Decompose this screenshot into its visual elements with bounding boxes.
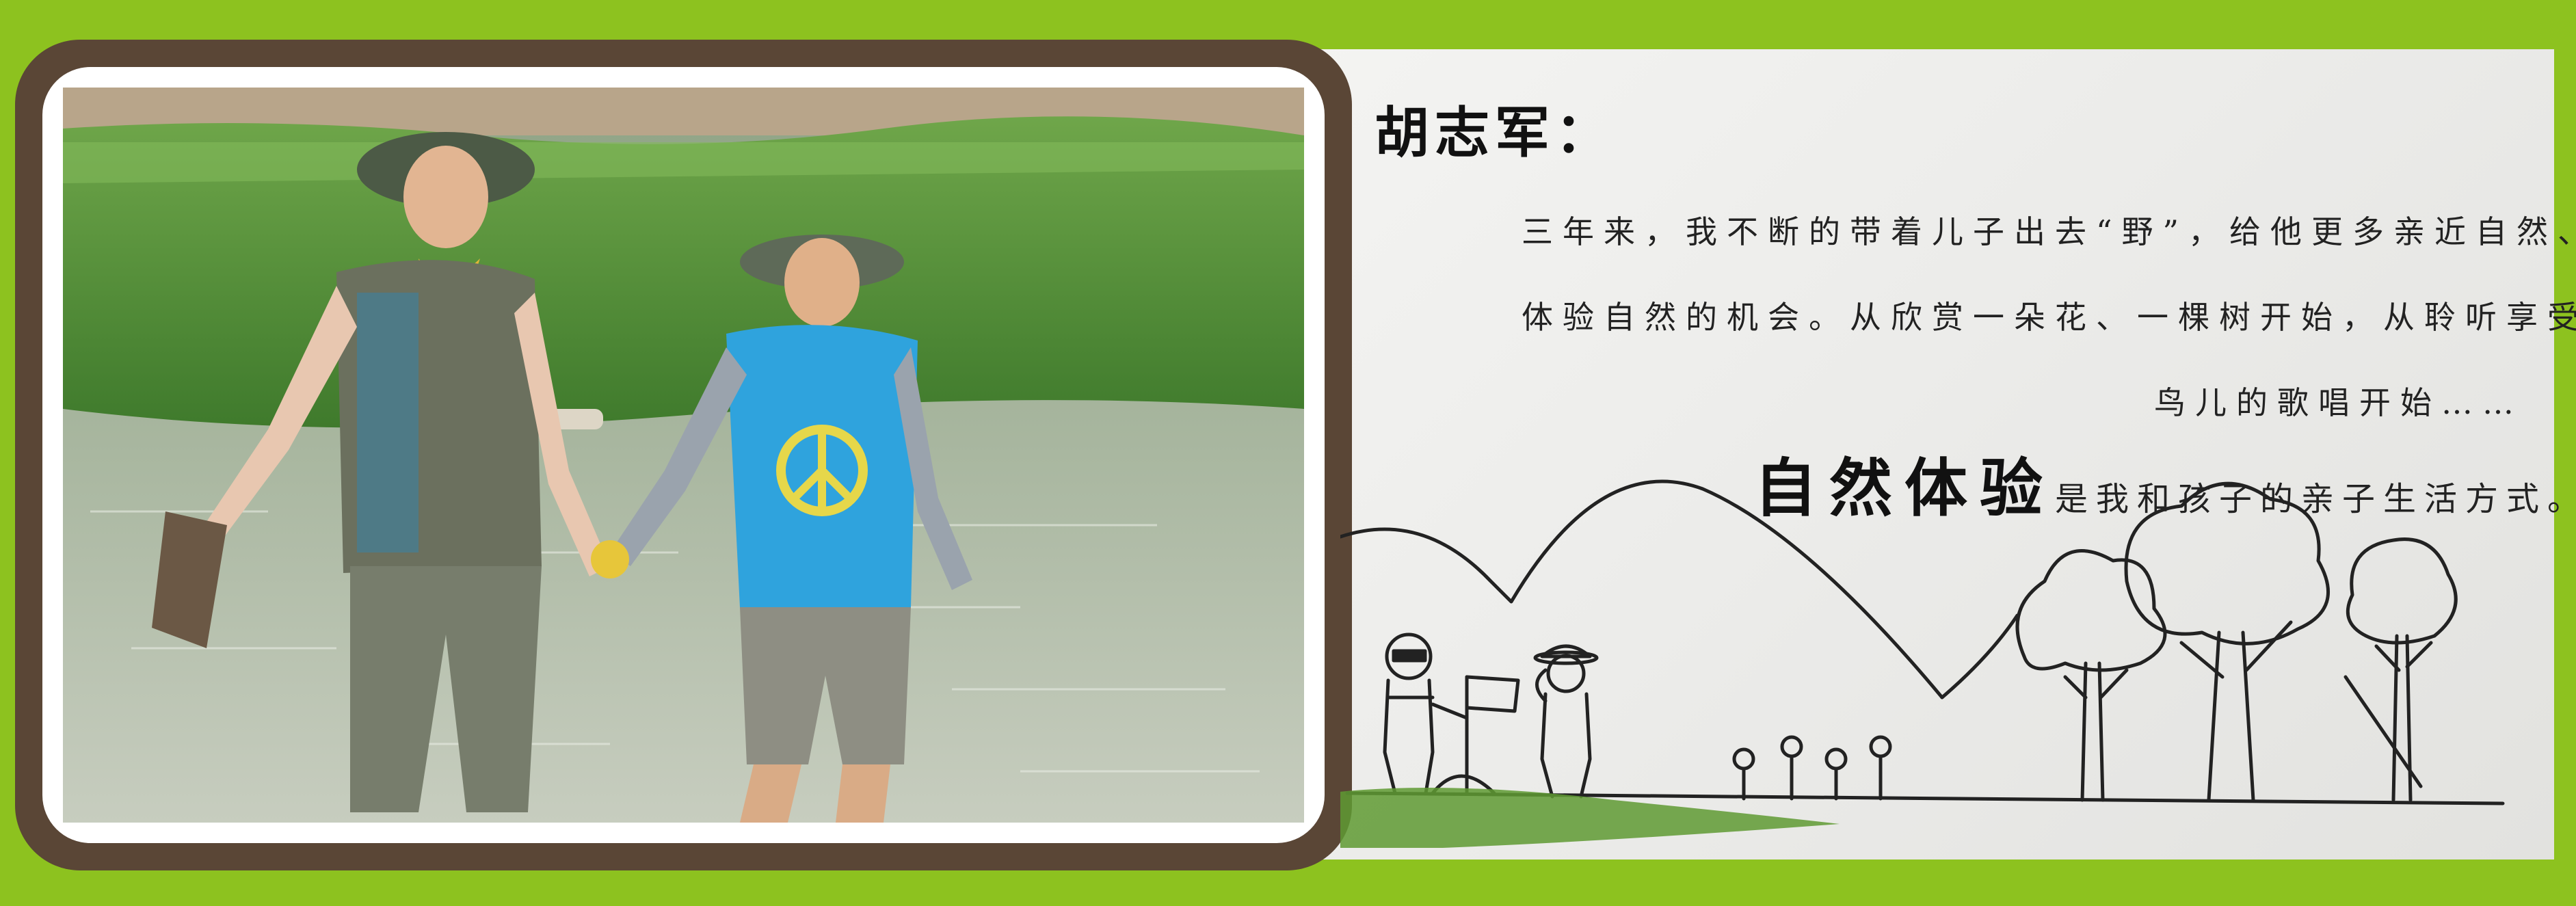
person-name: 胡志军： (1375, 101, 1615, 165)
paper-panel (1265, 49, 2554, 860)
paragraph-line-1: 三年来，我不断的带着儿子出去“野”，给他更多亲近自然、 (1522, 213, 2576, 250)
motto-emphasis: 自然体验 (1754, 451, 2056, 525)
motto-rest: 是我和孩子的亲子生活方式。 (2055, 480, 2576, 518)
paragraph-line-3: 鸟儿的歌唱开始…… (2154, 384, 2523, 421)
paragraph-line-2: 体验自然的机会。从欣赏一朵花、一棵树开始，从聆听享受 (1522, 299, 2576, 336)
photo-mat (42, 67, 1325, 843)
nature-sketch-illustration-icon (1340, 479, 2505, 848)
motto: 自然体验是我和孩子的亲子生活方式。 (1754, 438, 2576, 529)
photo-frame (15, 40, 1352, 870)
family-photo-icon (63, 88, 1304, 823)
